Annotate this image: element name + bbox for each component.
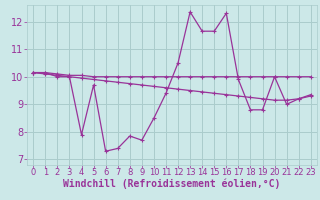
- X-axis label: Windchill (Refroidissement éolien,°C): Windchill (Refroidissement éolien,°C): [63, 179, 281, 189]
